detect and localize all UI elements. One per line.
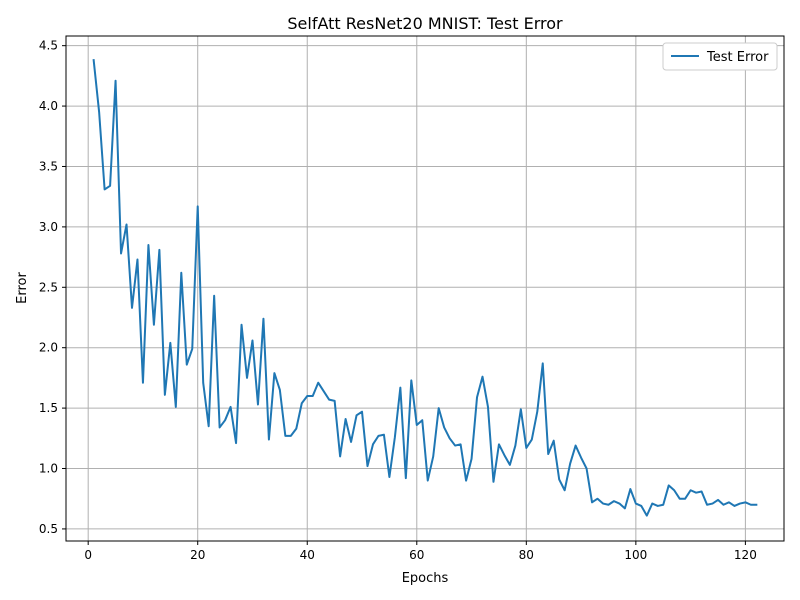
x-tick-label: 20 <box>190 548 205 562</box>
y-tick-label: 2.5 <box>39 280 58 294</box>
series-line-test-error <box>92 59 758 517</box>
x-tick-label: 120 <box>734 548 757 562</box>
y-tick-label: 3.5 <box>39 159 58 173</box>
legend: Test Error <box>662 42 778 71</box>
y-tick-label: 3.0 <box>39 220 58 234</box>
y-tick-label: 1.5 <box>39 401 58 415</box>
y-tick-label: 4.5 <box>39 39 58 53</box>
legend-label-test-error: Test Error <box>706 50 769 65</box>
y-axis-label: Error <box>15 272 30 304</box>
x-tick-label: 40 <box>300 548 315 562</box>
x-tick-label: 100 <box>624 548 647 562</box>
series-layer <box>92 59 758 517</box>
ticks: 0 20 40 60 80 100 120 0.5 1.0 1.5 2.0 2.5 3.0 3.5 4.0 4… <box>39 39 757 562</box>
y-tick-label: 2.0 <box>39 341 58 355</box>
y-tick-label: 1.0 <box>39 462 58 476</box>
y-tick-label: 0.5 <box>39 522 58 536</box>
legend-box <box>662 42 778 71</box>
x-tick-label: 80 <box>519 548 534 562</box>
x-axis-label: Epochs <box>402 571 449 586</box>
x-tick-label: 60 <box>409 548 424 562</box>
x-tick-label: 0 <box>84 548 92 562</box>
y-tick-label: 4.0 <box>39 99 58 113</box>
plot-frame <box>65 35 785 542</box>
chart-title: SelfAtt ResNet20 MNIST: Test Error <box>287 14 563 33</box>
